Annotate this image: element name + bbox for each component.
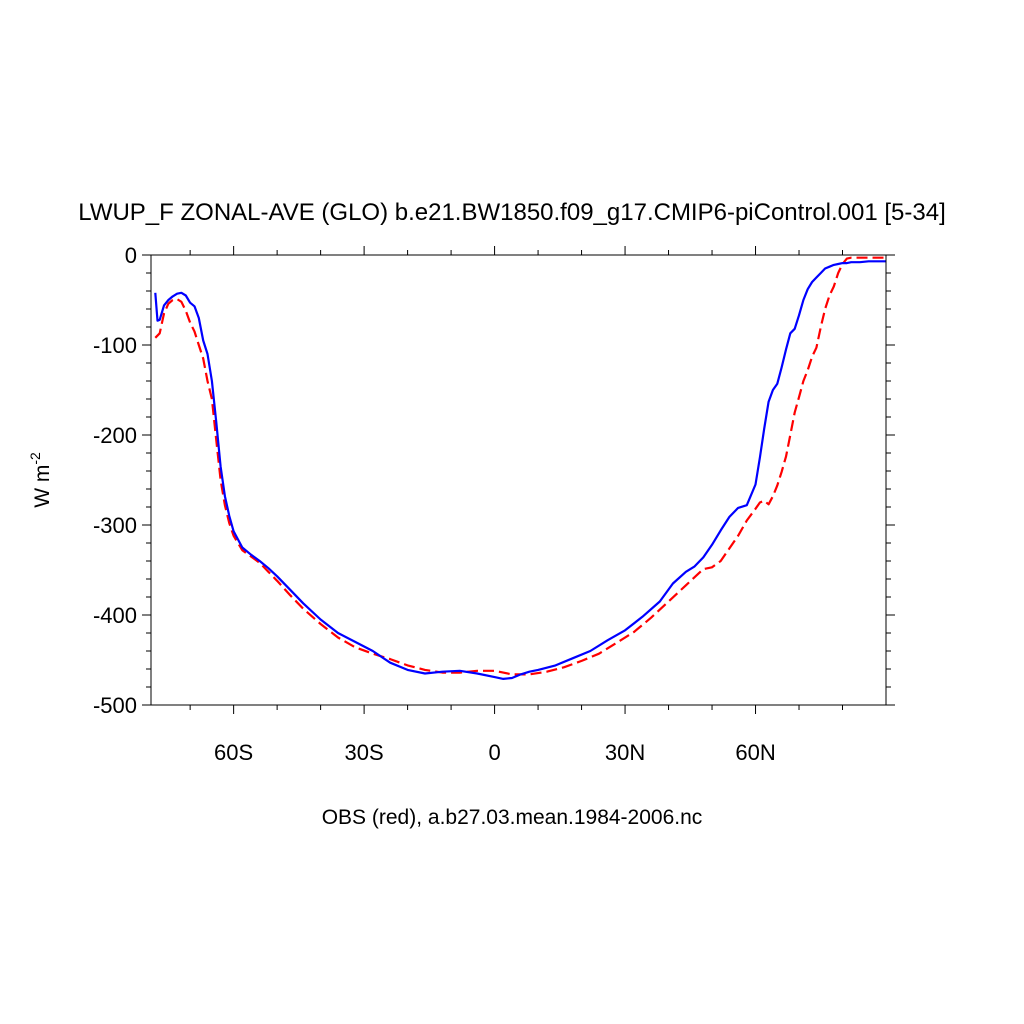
y-tick-label: -300 xyxy=(93,513,137,538)
chart-title: LWUP_F ZONAL-AVE (GLO) b.e21.BW1850.f09_… xyxy=(78,199,946,226)
x-tick-label: 30S xyxy=(345,740,384,765)
plot-frame xyxy=(150,254,887,706)
y-axis-label-superscript: -2 xyxy=(27,452,43,465)
y-tick-label: 0 xyxy=(125,243,137,268)
x-axis-label: OBS (red), a.b27.03.mean.1984-2006.nc xyxy=(322,806,703,829)
y-axis-label-base: W m xyxy=(31,465,54,508)
labels-layer: 0 -100 -200 -300 -400 -500 60S 30S 0 30N 60N xyxy=(93,243,776,765)
series-line-model xyxy=(154,260,886,681)
series-line-obs xyxy=(154,256,886,676)
x-tick-label: 0 xyxy=(488,740,500,765)
y-tick-label: -500 xyxy=(93,693,137,718)
x-tick-label: 30N xyxy=(605,740,645,765)
y-tick-label: -100 xyxy=(93,333,137,358)
series-layer xyxy=(154,256,886,681)
x-tick-label: 60N xyxy=(735,740,775,765)
y-tick-label: -400 xyxy=(93,603,137,628)
ticks-layer xyxy=(142,246,895,714)
y-axis-label: W m-2 xyxy=(27,452,54,508)
x-tick-label: 60S xyxy=(214,740,253,765)
y-tick-label: -200 xyxy=(93,423,137,448)
